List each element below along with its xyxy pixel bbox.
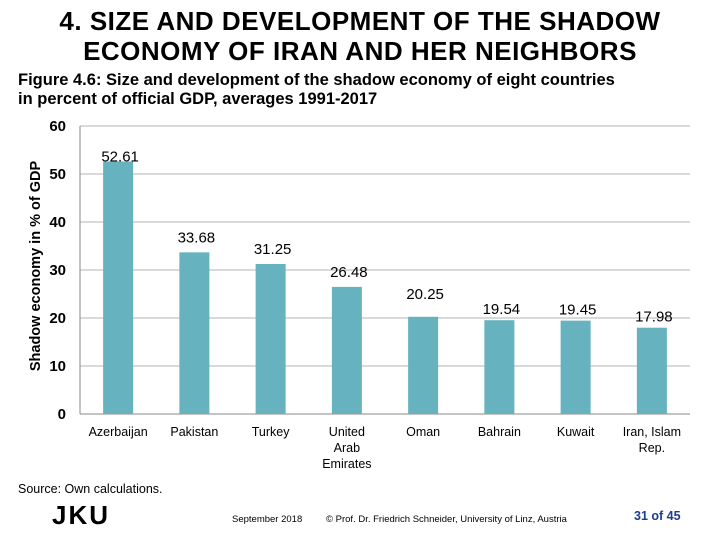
y-tick-label: 60	[49, 118, 66, 135]
bar	[408, 316, 439, 414]
data-label: 26.48	[330, 264, 368, 281]
bar	[560, 320, 591, 414]
data-label: 20.25	[406, 286, 444, 303]
y-tick-label: 10	[49, 358, 66, 375]
data-label: 31.25	[254, 241, 292, 258]
footer-date: September 2018	[232, 514, 303, 525]
y-axis-title: Shadow economy in % of GDP	[28, 161, 44, 372]
slide-title: 4. SIZE AND DEVELOPMENT OF THE SHADOW EC…	[0, 6, 720, 66]
bar	[103, 161, 134, 414]
figure-caption: Figure 4.6: Size and development of the …	[18, 71, 615, 109]
x-tick-label: Pakistan	[170, 425, 218, 439]
x-tick-label: Iran, Islam	[623, 425, 681, 439]
page-number: 31 of 45	[634, 509, 681, 523]
data-label: 52.61	[101, 148, 139, 165]
y-tick-label: 50	[49, 166, 66, 183]
x-tick-label: Kuwait	[557, 425, 595, 439]
data-label: 19.45	[559, 302, 597, 319]
slide-title-line-2: ECONOMY OF IRAN AND HER NEIGHBORS	[83, 36, 637, 66]
data-label: 19.54	[483, 301, 521, 318]
bar	[484, 320, 515, 414]
data-label: 33.68	[178, 229, 216, 246]
bar	[255, 264, 286, 414]
x-tick-label: Oman	[406, 425, 440, 439]
figure-caption-line-1: Figure 4.6: Size and development of the …	[18, 71, 615, 89]
source-note: Source: Own calculations.	[18, 482, 163, 496]
slide-title-line-1: 4. SIZE AND DEVELOPMENT OF THE SHADOW	[59, 6, 661, 36]
bar	[636, 327, 667, 414]
y-tick-label: 30	[49, 262, 66, 279]
y-tick-label: 0	[58, 406, 66, 423]
x-tick-label: Rep.	[639, 441, 665, 455]
y-tick-label: 20	[49, 310, 66, 327]
footer-credit: © Prof. Dr. Friedrich Schneider, Univers…	[326, 514, 567, 525]
bar	[331, 286, 362, 414]
jku-logo: JKU	[52, 500, 111, 530]
bar	[179, 252, 210, 414]
data-label: 17.98	[635, 309, 673, 326]
x-tick-label: Emirates	[322, 457, 371, 471]
x-tick-label: Arab	[334, 441, 360, 455]
x-tick-label: United	[329, 425, 365, 439]
x-tick-label: Azerbaijan	[89, 425, 148, 439]
figure-caption-line-2: in percent of official GDP, averages 199…	[18, 90, 378, 108]
x-tick-label: Turkey	[252, 425, 290, 439]
y-tick-label: 40	[49, 214, 66, 231]
x-tick-label: Bahrain	[478, 425, 521, 439]
